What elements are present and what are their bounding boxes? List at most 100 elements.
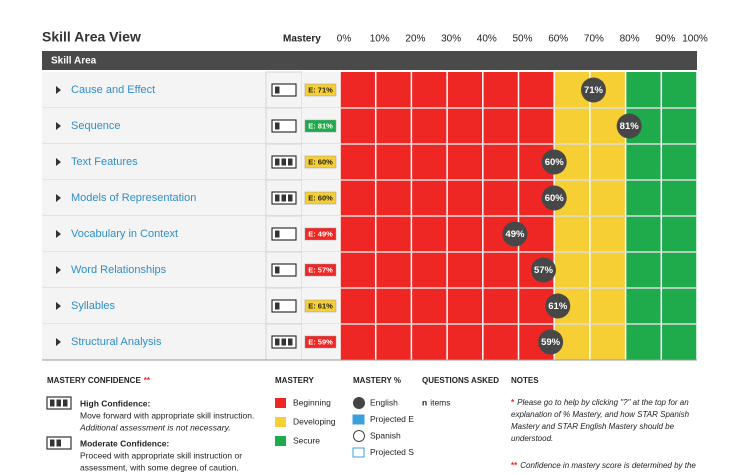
mastery-badge-label: E: 57%	[308, 265, 333, 274]
mastery-marker	[502, 221, 528, 247]
mastery-value-label: 61%	[548, 301, 568, 312]
expand-arrow[interactable]	[56, 158, 61, 166]
confidence-icon-bar	[275, 302, 280, 310]
mastery-marker	[545, 293, 571, 319]
skill-name[interactable]: Structural Analysis	[71, 336, 162, 348]
confidence-icon-bar	[281, 194, 286, 202]
row-name-cell	[42, 324, 266, 360]
mastery-value-label: 49%	[505, 229, 525, 240]
mastery-badge-label: E: 59%	[308, 337, 333, 346]
confidence-legend-icon-bar	[50, 399, 55, 407]
mastery-badge	[304, 299, 337, 313]
row-name-cell	[42, 180, 266, 216]
mastery-legend-label: Secure	[293, 435, 320, 445]
mastery-marker	[541, 149, 567, 175]
expand-arrow[interactable]	[56, 302, 61, 310]
mastery-legend-label: Beginning	[293, 397, 331, 407]
mastery-badge-label: E: 61%	[308, 301, 333, 310]
skill-name[interactable]: Syllables	[71, 300, 116, 312]
expand-arrow[interactable]	[56, 86, 61, 94]
note-text: Please go to help by clicking "?" at the…	[517, 398, 689, 407]
mastery-value-label: 57%	[534, 265, 554, 276]
tick-label: 60%	[548, 34, 568, 45]
confidence-legend-icon-bar	[56, 399, 61, 407]
mastery-badge-label: E: 60%	[308, 193, 333, 202]
confidence-note: Additional assessment is not necessary.	[79, 422, 231, 432]
tick-label: 0%	[337, 34, 352, 45]
questions-n: n	[422, 397, 427, 407]
row-name-cell	[42, 108, 266, 144]
confidence-legend-icon-bar	[56, 439, 61, 447]
tick-label: 30%	[441, 34, 461, 45]
mastery-swatch	[275, 398, 286, 408]
mastery-value-label: 71%	[584, 85, 604, 96]
confidence-icon-bar	[275, 122, 280, 130]
confidence-icon-bar	[288, 338, 293, 346]
confidence-icon-bar	[275, 158, 280, 166]
mastery-badge-label: E: 49%	[308, 229, 333, 238]
mastery-badge	[304, 83, 337, 97]
mastery-value-label: 81%	[620, 121, 640, 132]
tick-label: 10%	[370, 34, 390, 45]
tick-label: 80%	[620, 34, 640, 45]
confidence-text: assessment, with some degree of caution.	[80, 462, 239, 472]
expand-arrow[interactable]	[56, 230, 61, 238]
mastery-badge	[304, 191, 337, 205]
confidence-text: Move forward with appropriate skill inst…	[80, 410, 254, 420]
legend-title: MASTERY %	[353, 376, 401, 385]
confidence-icon-bar	[275, 194, 280, 202]
expand-arrow[interactable]	[56, 266, 61, 274]
row-name-cell	[42, 252, 266, 288]
legend-marker: **	[144, 376, 151, 385]
confidence-icon-bar	[288, 158, 293, 166]
note-marker: **	[511, 461, 518, 470]
tick-label: 40%	[477, 34, 497, 45]
confidence-title: High Confidence:	[80, 398, 151, 408]
mastery-marker	[580, 77, 606, 103]
mastery-marker	[616, 113, 642, 139]
mastery-legend-label: Developing	[293, 416, 336, 426]
confidence-icon-bar	[281, 338, 286, 346]
confidence-text: Proceed with appropriate skill instructi…	[80, 450, 242, 460]
confidence-title: Moderate Confidence:	[80, 438, 169, 448]
row-name-cell	[42, 144, 266, 180]
confidence-icon-bar	[275, 338, 280, 346]
mastery-header: Mastery	[283, 34, 321, 45]
skill-name[interactable]: Word Relationships	[71, 264, 167, 276]
mastery-pct-symbol	[352, 447, 365, 458]
mastery-pct-label: Spanish	[370, 430, 401, 440]
mastery-swatch	[275, 417, 286, 427]
mastery-badge-label: E: 81%	[308, 121, 333, 130]
legend-title: MASTERY	[275, 376, 314, 385]
expand-arrow[interactable]	[56, 122, 61, 130]
note-text: Mastery and STAR English Mastery should …	[511, 422, 675, 431]
note-marker: *	[511, 398, 515, 407]
confidence-icon-bar	[275, 266, 280, 274]
expand-arrow[interactable]	[56, 338, 61, 346]
confidence-icon-bar	[275, 230, 280, 238]
skill-name[interactable]: Cause and Effect	[71, 84, 155, 96]
note-text: understood.	[511, 434, 553, 443]
mastery-value-label: 59%	[541, 337, 561, 348]
skill-name[interactable]: Text Features	[71, 156, 138, 168]
row-name-cell	[42, 216, 266, 252]
mastery-pct-label: English	[370, 397, 398, 407]
mastery-badge-label: E: 60%	[308, 157, 333, 166]
note-text: Confidence in mastery score is determine…	[520, 461, 696, 470]
mastery-badge	[304, 155, 337, 169]
questions-text: items	[430, 397, 450, 407]
confidence-icon-bar	[288, 194, 293, 202]
legend-title: MASTERY CONFIDENCE	[47, 376, 141, 385]
confidence-legend-icon-bar	[50, 439, 55, 447]
section-bar	[42, 51, 697, 70]
tick-label: 50%	[512, 34, 532, 45]
expand-arrow[interactable]	[56, 194, 61, 202]
mastery-badge	[304, 335, 337, 349]
mastery-badge	[304, 263, 337, 277]
confidence-icon-bar	[275, 86, 280, 94]
tick-label: 70%	[584, 34, 604, 45]
skill-name[interactable]: Vocabulary in Context	[71, 228, 178, 240]
mastery-badge	[304, 227, 337, 241]
skill-name[interactable]: Sequence	[71, 120, 121, 132]
skill-name[interactable]: Models of Representation	[71, 192, 196, 204]
